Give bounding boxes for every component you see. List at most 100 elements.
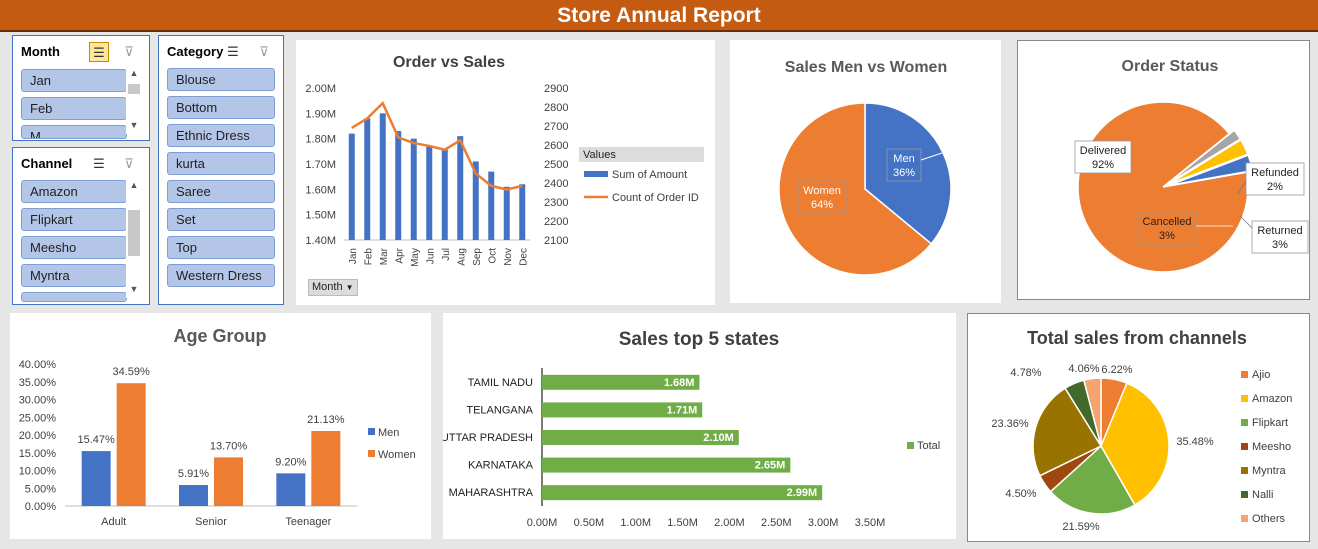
legend-label-ajio: Ajio bbox=[1252, 369, 1270, 381]
chart-title: Sales top 5 states bbox=[619, 329, 780, 350]
x-tick-label: Jul bbox=[441, 248, 452, 261]
legend-title: Values bbox=[583, 149, 616, 161]
slicer-item-ethnic-dress[interactable]: Ethnic Dress bbox=[167, 124, 275, 147]
order-status-chart: Order Status Delivered 92% Refunded 2% Return… bbox=[1074, 58, 1309, 273]
multi-select-icon[interactable]: ☰ bbox=[89, 42, 109, 62]
y-right-tick-label: 2800 bbox=[544, 102, 568, 114]
label-delivered-text: 92% bbox=[1092, 159, 1114, 171]
x-tick-label: Dec bbox=[518, 248, 529, 266]
x-tick-label: Feb bbox=[363, 248, 374, 266]
y-left-tick-label: 1.60M bbox=[305, 184, 336, 196]
y-tick-label: 40.00% bbox=[19, 359, 57, 371]
month-slicer[interactable]: Month ☰ ⊽ Jan Feb M ▲ ▼ bbox=[12, 35, 150, 141]
slicer-item-jan[interactable]: Jan bbox=[21, 69, 127, 92]
category-slicer[interactable]: Category ☰ ⊽ Blouse Bottom Ethnic Dress … bbox=[158, 35, 284, 305]
slicer-item-amazon[interactable]: Amazon bbox=[21, 180, 127, 203]
month-field-button[interactable]: Month ▼ bbox=[308, 279, 358, 296]
legend-swatch-myntra bbox=[1241, 467, 1248, 474]
y-left-tick-label: 1.90M bbox=[305, 108, 336, 120]
slicer-item-bottom[interactable]: Bottom bbox=[167, 96, 275, 119]
leader-men bbox=[920, 152, 943, 161]
slice-others bbox=[1082, 377, 1102, 447]
clear-filter-icon[interactable]: ⊽ bbox=[124, 44, 134, 59]
multi-select-icon[interactable]: ☰ bbox=[227, 44, 239, 59]
slicer-item-blouse[interactable]: Blouse bbox=[167, 68, 275, 91]
slice-men bbox=[864, 102, 952, 245]
x-tick-label: Sep bbox=[472, 248, 483, 266]
slicer-item-saree[interactable]: Saree bbox=[167, 180, 275, 203]
data-label: 5.91% bbox=[178, 468, 209, 480]
slicer-item-feb[interactable]: Feb bbox=[21, 97, 127, 120]
month-scrollbar[interactable]: ▲ ▼ bbox=[126, 68, 142, 134]
legend-swatch-flipkart bbox=[1241, 419, 1248, 426]
y-right-tick-label: 2200 bbox=[544, 216, 568, 228]
clear-filter-icon[interactable]: ⊽ bbox=[124, 156, 134, 171]
bar-state bbox=[542, 457, 791, 473]
legend-label-meesho: Meesho bbox=[1252, 441, 1291, 453]
label-women-text: 64% bbox=[811, 199, 833, 211]
bar-sum-of-amount bbox=[364, 118, 371, 240]
scroll-down-icon[interactable]: ▼ bbox=[129, 284, 139, 294]
slicer-item-kurta[interactable]: kurta bbox=[167, 152, 275, 175]
slicer-item-mar[interactable]: M bbox=[21, 125, 127, 139]
y-right-tick-label: 2100 bbox=[544, 235, 568, 247]
scroll-down-icon[interactable]: ▼ bbox=[129, 120, 139, 130]
legend-label-men: Men bbox=[378, 427, 399, 439]
multi-select-icon[interactable]: ☰ bbox=[93, 156, 105, 171]
slicer-item-meesho[interactable]: Meesho bbox=[21, 236, 127, 259]
label-cancelled-text: 3% bbox=[1159, 230, 1175, 242]
legend-label-women: Women bbox=[378, 449, 416, 461]
label-men-box bbox=[886, 148, 922, 182]
slice-returned bbox=[1167, 138, 1249, 186]
y-tick-label: UTTAR PRADESH bbox=[443, 432, 533, 444]
x-tick-label: Mar bbox=[379, 247, 390, 265]
clear-filter-icon[interactable]: ⊽ bbox=[259, 44, 269, 59]
y-tick-label: 5.00% bbox=[25, 483, 56, 495]
leader-returned bbox=[1239, 215, 1253, 229]
label-women-text: Women bbox=[803, 185, 841, 197]
scroll-thumb[interactable] bbox=[128, 84, 140, 94]
y-tick-label: 35.00% bbox=[19, 377, 57, 389]
slice-delivered bbox=[1077, 101, 1249, 273]
label-delivered-box bbox=[1074, 140, 1132, 174]
data-label: 2.99M bbox=[787, 487, 818, 499]
x-tick-label: 2.50M bbox=[761, 517, 792, 529]
slicer-item-top[interactable]: Top bbox=[167, 236, 275, 259]
bar-women bbox=[214, 457, 243, 506]
legend-label-sum: Sum of Amount bbox=[612, 169, 687, 181]
bar-sum-of-amount bbox=[472, 161, 479, 240]
slicer-item-set[interactable]: Set bbox=[167, 208, 275, 231]
bar-state bbox=[542, 402, 703, 418]
legend-swatch-amazon bbox=[1241, 395, 1248, 402]
channel-scrollbar[interactable]: ▲ ▼ bbox=[126, 180, 142, 298]
slicer-item-partial[interactable] bbox=[21, 292, 127, 302]
scroll-up-icon[interactable]: ▲ bbox=[129, 180, 139, 190]
y-tick-label: 30.00% bbox=[19, 395, 57, 407]
y-tick-label: 0.00% bbox=[25, 501, 56, 513]
legend-swatch-others bbox=[1241, 515, 1248, 522]
y-tick-label: 25.00% bbox=[19, 412, 57, 424]
x-tick-label: May bbox=[410, 248, 421, 267]
channel-slicer[interactable]: Channel ☰ ⊽ Amazon Flipkart Meesho Myntr… bbox=[12, 147, 150, 305]
order-vs-sales-chart: Order vs Sales 1.40M 1.50M 1.60M 1.70M 1.80M 1… bbox=[305, 54, 704, 267]
slicer-item-myntra[interactable]: Myntra bbox=[21, 264, 127, 287]
y-tick-label: TAMIL NADU bbox=[468, 377, 533, 389]
legend-swatch-meesho bbox=[1241, 443, 1248, 450]
top-states-panel: Sales top 5 states 0.00M 0.50M 1.00M 1.50M 2.… bbox=[441, 313, 956, 539]
y-left-tick-label: 1.50M bbox=[305, 210, 336, 222]
data-label: 6.22% bbox=[1101, 364, 1132, 376]
y-left-tick-label: 1.80M bbox=[305, 134, 336, 146]
chart-title: Order Status bbox=[1122, 58, 1219, 75]
scroll-up-icon[interactable]: ▲ bbox=[129, 68, 139, 78]
age-group-chart: Age Group 0.00% 5.00% 10.00% 15.00% 20.00% 25.… bbox=[19, 326, 416, 528]
bar-sum-of-amount bbox=[441, 148, 448, 240]
slicer-item-western-dress[interactable]: Western Dress bbox=[167, 264, 275, 287]
legend-label-amazon: Amazon bbox=[1252, 393, 1292, 405]
dropdown-arrow-icon: ▼ bbox=[345, 283, 354, 292]
data-label: 23.36% bbox=[991, 418, 1029, 430]
scroll-thumb[interactable] bbox=[128, 210, 140, 256]
slicer-item-flipkart[interactable]: Flipkart bbox=[21, 208, 127, 231]
legend-label-others: Others bbox=[1252, 513, 1286, 525]
data-label: 9.20% bbox=[275, 456, 306, 468]
label-women-box bbox=[797, 180, 847, 214]
